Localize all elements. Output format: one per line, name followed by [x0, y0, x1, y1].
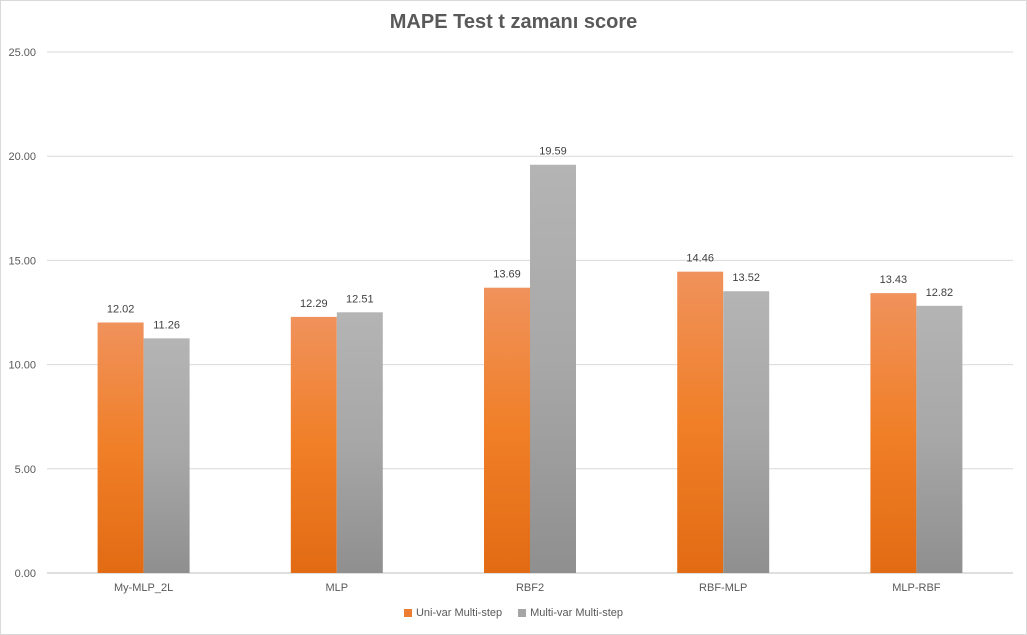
- legend-item-multi-var[interactable]: Multi-var Multi-step: [518, 607, 623, 619]
- bar[interactable]: [290, 316, 337, 573]
- data-label: 13.43: [880, 274, 908, 286]
- y-tick-label: 5.00: [15, 464, 36, 476]
- x-tick-label: RBF-MLP: [699, 582, 747, 594]
- y-tick-label: 0.00: [15, 568, 36, 580]
- legend-label: Uni-var Multi-step: [415, 607, 503, 619]
- y-tick-label: 10.00: [8, 360, 36, 372]
- x-tick-label: MLP-RBF: [892, 582, 941, 594]
- bar[interactable]: [916, 305, 963, 573]
- y-tick-label: 15.00: [8, 255, 36, 267]
- bar[interactable]: [143, 338, 190, 573]
- data-label: 14.46: [686, 253, 714, 265]
- x-axis-labels: My-MLP_2L MLP RBF2 RBF-MLP MLP-RBF: [114, 582, 941, 594]
- data-label: 13.69: [493, 269, 521, 281]
- legend-swatch-gray: [518, 609, 527, 617]
- legend: Uni-var Multi-step Multi-var Multi-step: [0, 607, 1027, 619]
- y-axis-labels: 0.00 5.00 10.00 15.00 20.00 25.00: [8, 47, 36, 580]
- legend-swatch-orange: [403, 609, 412, 617]
- data-label: 12.51: [346, 293, 374, 305]
- y-tick-label: 20.00: [8, 151, 36, 163]
- x-tick-label: My-MLP_2L: [114, 582, 173, 594]
- data-label: 19.59: [539, 146, 567, 158]
- bar[interactable]: [336, 312, 383, 573]
- legend-label: Multi-var Multi-step: [530, 607, 624, 619]
- bar[interactable]: [97, 322, 144, 573]
- data-labels: 12.02 11.26 12.29 12.51 13.69 19.59 14.46 13.52…: [107, 146, 953, 332]
- bars: [97, 164, 963, 574]
- bar[interactable]: [723, 291, 770, 573]
- x-tick-label: RBF2: [516, 582, 544, 594]
- bar[interactable]: [677, 271, 724, 573]
- data-label: 11.26: [153, 319, 180, 331]
- data-label: 13.52: [732, 272, 760, 284]
- data-label: 12.29: [300, 298, 328, 310]
- legend-item-uni-var[interactable]: Uni-var Multi-step: [403, 607, 503, 619]
- y-tick-label: 25.00: [8, 47, 36, 59]
- bar[interactable]: [484, 287, 530, 573]
- chart-title: MAPE Test t zamanı score: [389, 11, 638, 33]
- bar[interactable]: [530, 164, 576, 574]
- x-tick-label: MLP: [325, 582, 348, 594]
- data-label: 12.82: [926, 287, 954, 299]
- bar[interactable]: [870, 293, 917, 573]
- data-label: 12.02: [107, 304, 135, 316]
